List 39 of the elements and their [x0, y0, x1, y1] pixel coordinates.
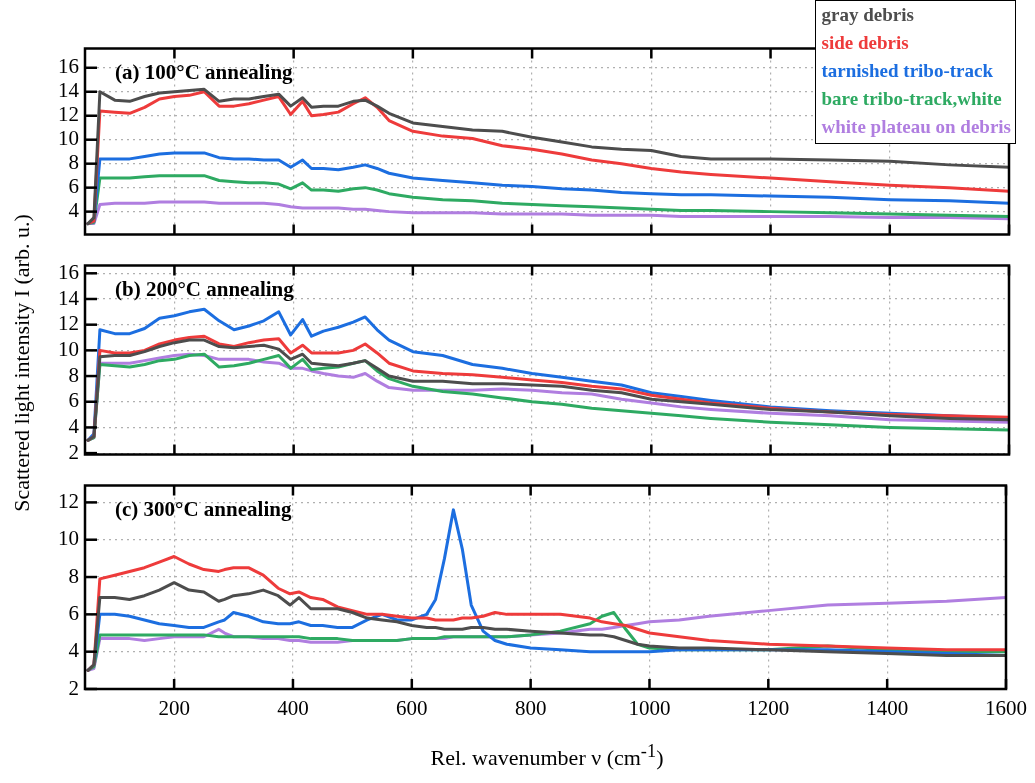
y-tick-label: 14 [58, 285, 80, 310]
y-tick-label: 8 [68, 362, 79, 387]
y-tick-label: 12 [58, 488, 79, 513]
x-tick-label: 400 [277, 696, 309, 721]
y-tick-label: 4 [68, 638, 80, 663]
y-tick-label: 12 [58, 311, 79, 336]
x-tick-label: 1400 [866, 696, 909, 721]
y-tick-label: 6 [68, 600, 79, 625]
x-tick-label: 1600 [985, 696, 1027, 721]
y-tick-label: 4 [68, 198, 80, 223]
y-tick-label: 2 [68, 675, 79, 700]
y-tick-label: 16 [58, 54, 79, 79]
text: bare tribo-track,white [821, 87, 1003, 111]
text: side debris [821, 31, 910, 55]
text: white plateau on debris [821, 115, 1011, 139]
x-axis-title: Rel. wavenumber ν (cm$^{-1}$) [430, 741, 664, 772]
text: (c) 300°C annealing [115, 496, 292, 521]
y-tick-label: 8 [68, 150, 79, 175]
y-tick-label: 6 [68, 388, 79, 413]
x-tick-label: 800 [514, 696, 547, 721]
y-tick-label: 2 [68, 439, 79, 464]
y-tick-label: 10 [58, 126, 79, 151]
x-tick-label: 600 [396, 696, 428, 721]
y-tick-label: 16 [58, 259, 79, 284]
y-axis-title: Scattered light intensity I (arb. u.) [9, 214, 35, 512]
y-tick-label: 6 [68, 174, 79, 199]
text: (a) 100°C annealing [115, 59, 294, 84]
y-tick-label: 10 [58, 526, 79, 551]
text: tarnished tribo-track [821, 59, 994, 83]
y-tick-label: 14 [58, 78, 80, 103]
y-tick-label: 12 [58, 102, 79, 127]
x-tick-label: 1000 [628, 696, 671, 721]
text: gray debris [821, 3, 915, 27]
text: (b) 200°C annealing [115, 276, 295, 301]
y-tick-label: 10 [58, 336, 79, 361]
y-tick-label: 4 [68, 413, 80, 438]
x-tick-label: 200 [158, 696, 190, 721]
x-tick-label: 1200 [747, 696, 790, 721]
y-tick-label: 8 [68, 563, 79, 588]
